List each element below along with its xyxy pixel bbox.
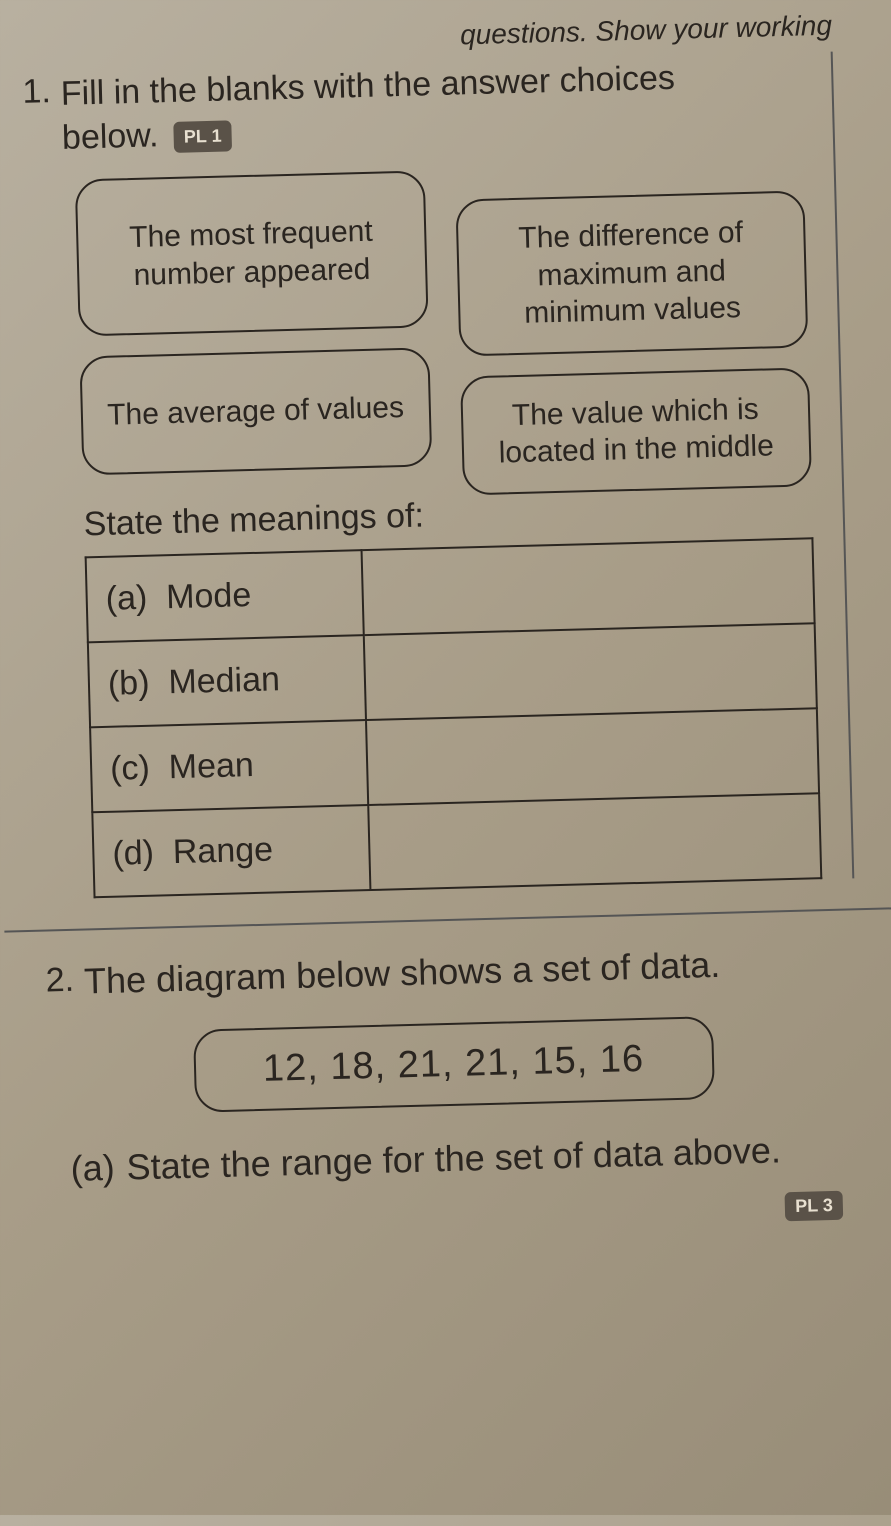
q2-badge-wrap: PL 3 xyxy=(52,1190,863,1240)
term-name: Mode xyxy=(166,576,252,616)
q1-subheading: State the meanings of: xyxy=(83,486,813,544)
subq-text: State the range for the set of data abov… xyxy=(126,1127,781,1189)
term-cell: (a) Mode xyxy=(86,550,364,642)
term-name: Mean xyxy=(168,746,254,786)
q1-body: The most frequent number appeared The di… xyxy=(25,161,823,900)
section-divider xyxy=(4,906,891,933)
term-label: (c) xyxy=(110,749,151,788)
blank-cell[interactable] xyxy=(368,793,821,890)
choice-1[interactable]: The most frequent number appeared xyxy=(75,171,428,337)
term-label: (a) xyxy=(105,579,148,618)
question-2: 2. The diagram below shows a set of data… xyxy=(45,940,863,1240)
blank-cell[interactable] xyxy=(364,623,817,720)
blank-cell[interactable] xyxy=(362,538,815,635)
term-cell: (b) Median xyxy=(88,635,366,727)
term-label: (b) xyxy=(107,664,150,703)
definitions-table: (a) Mode (b) Median (c) Mean (d) Range xyxy=(85,537,823,898)
q2-number: 2. xyxy=(45,961,74,1001)
question-1: 1. Fill in the blanks with the answer ch… xyxy=(22,52,854,900)
choice-2[interactable]: The difference of maximum and minimum va… xyxy=(455,191,808,357)
term-label: (d) xyxy=(112,834,155,873)
subq-label: (a) xyxy=(70,1147,115,1190)
q2-header: 2. The diagram below shows a set of data… xyxy=(45,940,857,1003)
q1-number: 1. xyxy=(22,72,51,112)
q1-badge: PL 1 xyxy=(173,120,231,153)
blank-cell[interactable] xyxy=(366,708,819,805)
term-name: Range xyxy=(172,830,273,871)
term-cell: (c) Mean xyxy=(90,720,368,812)
q1-header: 1. Fill in the blanks with the answer ch… xyxy=(22,52,803,161)
q1-text-line2: below. xyxy=(62,116,159,157)
q2-text: The diagram below shows a set of data. xyxy=(84,944,721,1003)
term-cell: (d) Range xyxy=(92,805,370,897)
choice-3[interactable]: The average of values xyxy=(79,347,431,475)
term-name: Median xyxy=(168,660,280,701)
table-row: (d) Range xyxy=(92,793,821,897)
data-set-box: 12, 18, 21, 21, 15, 16 xyxy=(193,1016,715,1113)
q2-subquestion-a: (a) State the range for the set of data … xyxy=(50,1125,862,1191)
choice-4[interactable]: The value which is located in the middle xyxy=(460,367,812,495)
q2-badge: PL 3 xyxy=(785,1191,843,1222)
answer-choices: The most frequent number appeared The di… xyxy=(75,161,811,475)
